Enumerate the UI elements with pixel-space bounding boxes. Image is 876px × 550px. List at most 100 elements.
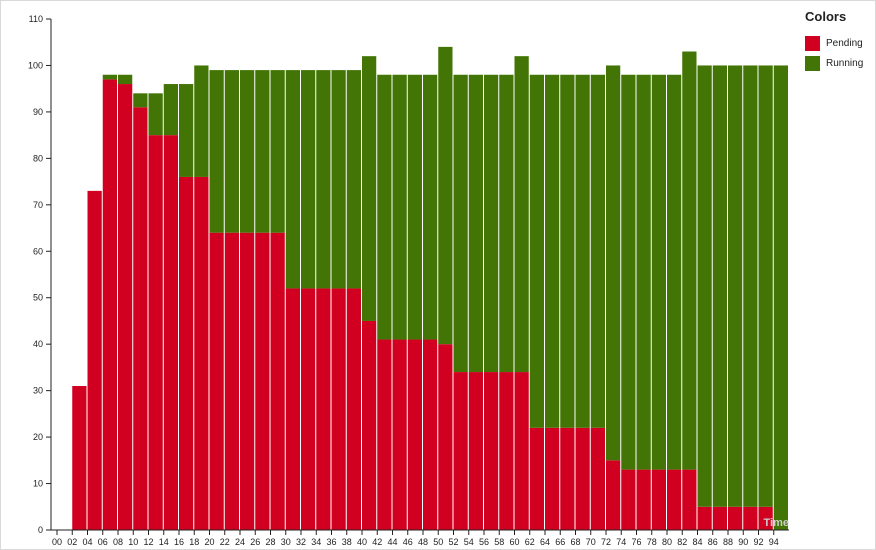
x-tick-label-30: 30 (281, 537, 291, 547)
x-tick-label-28: 28 (265, 537, 275, 547)
x-tick-label-10: 10 (128, 537, 138, 547)
bar-running-06 (102, 74, 117, 80)
x-tick-label-62: 62 (525, 537, 535, 547)
legend-swatch-pending (805, 36, 820, 51)
bar-pending-74 (621, 469, 636, 530)
legend-item-running[interactable]: Running (805, 56, 863, 71)
bar-running-66 (560, 74, 575, 428)
bar-pending-66 (560, 427, 575, 530)
x-tick-label-32: 32 (296, 537, 306, 547)
bar-running-76 (636, 74, 651, 470)
bar-running-30 (285, 70, 300, 289)
x-tick-label-68: 68 (570, 537, 580, 547)
bar-pending-12 (148, 135, 163, 531)
bar-running-56 (484, 74, 499, 373)
y-tick-label-50: 50 (33, 293, 43, 303)
x-tick-label-66: 66 (555, 537, 565, 547)
bar-pending-54 (468, 372, 483, 530)
bar-running-92 (758, 65, 773, 507)
bar-running-72 (606, 65, 621, 461)
bar-running-60 (514, 56, 529, 373)
x-tick-label-56: 56 (479, 537, 489, 547)
bar-pending-82 (682, 469, 697, 530)
x-tick-label-86: 86 (708, 537, 718, 547)
bar-pending-34 (316, 288, 331, 530)
bar-pending-24 (240, 232, 255, 530)
bar-pending-46 (407, 339, 422, 530)
y-tick-label-0: 0 (38, 525, 43, 535)
bar-running-18 (194, 65, 209, 177)
bar-pending-36 (331, 288, 346, 530)
bar-pending-52 (453, 372, 468, 530)
bar-running-64 (545, 74, 560, 428)
bar-pending-88 (728, 506, 743, 530)
bar-pending-62 (529, 427, 544, 530)
bar-running-82 (682, 51, 697, 470)
bar-running-28 (270, 70, 285, 233)
x-tick-label-46: 46 (403, 537, 413, 547)
x-tick-label-44: 44 (387, 537, 397, 547)
bar-running-94 (773, 65, 788, 531)
legend-swatch-running (805, 56, 820, 71)
y-tick-label-70: 70 (33, 200, 43, 210)
legend-title: Colors (805, 9, 847, 24)
bar-running-44 (392, 74, 407, 340)
x-tick-label-06: 06 (98, 537, 108, 547)
x-tick-label-40: 40 (357, 537, 367, 547)
legend-label-running: Running (826, 58, 864, 69)
bar-pending-20 (209, 232, 224, 530)
x-tick-label-84: 84 (692, 537, 702, 547)
x-tick-label-94: 94 (769, 537, 779, 547)
bar-running-42 (377, 74, 392, 340)
bar-running-88 (728, 65, 743, 507)
x-tick-label-18: 18 (189, 537, 199, 547)
x-tick-label-12: 12 (143, 537, 153, 547)
y-tick-label-90: 90 (33, 107, 43, 117)
bar-pending-90 (743, 506, 758, 530)
bar-pending-78 (651, 469, 666, 530)
y-tick-label-40: 40 (33, 339, 43, 349)
bar-running-32 (301, 70, 316, 289)
y-tick-label-20: 20 (33, 432, 43, 442)
bar-pending-42 (377, 339, 392, 530)
x-tick-label-92: 92 (753, 537, 763, 547)
bar-pending-30 (285, 288, 300, 530)
x-tick-label-74: 74 (616, 537, 626, 547)
x-tick-label-72: 72 (601, 537, 611, 547)
bar-pending-72 (606, 460, 621, 530)
bar-pending-14 (163, 135, 178, 531)
x-tick-label-82: 82 (677, 537, 687, 547)
x-tick-label-48: 48 (418, 537, 428, 547)
bar-running-62 (529, 74, 544, 428)
bar-running-22 (224, 70, 239, 233)
bar-running-46 (407, 74, 422, 340)
x-tick-label-20: 20 (204, 537, 214, 547)
x-tick-label-02: 02 (67, 537, 77, 547)
bar-running-58 (499, 74, 514, 373)
bar-running-14 (163, 84, 178, 136)
bar-pending-64 (545, 427, 560, 530)
bar-running-50 (438, 46, 453, 345)
bar-running-20 (209, 70, 224, 233)
bar-running-84 (697, 65, 712, 507)
bar-pending-02 (72, 385, 87, 530)
bar-pending-58 (499, 372, 514, 530)
bar-pending-80 (667, 469, 682, 530)
x-tick-label-24: 24 (235, 537, 245, 547)
bar-running-36 (331, 70, 346, 289)
bar-running-24 (240, 70, 255, 233)
bar-pending-76 (636, 469, 651, 530)
bar-pending-38 (346, 288, 361, 530)
x-tick-label-14: 14 (159, 537, 169, 547)
bar-running-26 (255, 70, 270, 233)
x-tick-label-22: 22 (220, 537, 230, 547)
bar-running-34 (316, 70, 331, 289)
legend-item-pending[interactable]: Pending (805, 36, 863, 51)
x-tick-label-64: 64 (540, 537, 550, 547)
x-axis-label: Time (764, 517, 789, 529)
x-tick-label-54: 54 (464, 537, 474, 547)
bar-pending-16 (179, 176, 194, 531)
bar-running-78 (651, 74, 666, 470)
bar-pending-04 (87, 190, 102, 530)
bar-running-54 (468, 74, 483, 373)
